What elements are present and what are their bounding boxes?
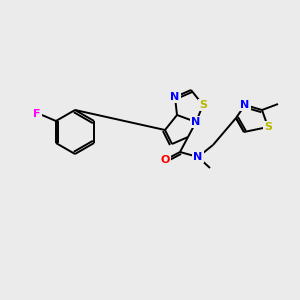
- Text: S: S: [199, 100, 207, 110]
- Text: O: O: [160, 155, 170, 165]
- Text: N: N: [191, 117, 201, 127]
- Text: N: N: [240, 100, 250, 110]
- Text: F: F: [33, 109, 41, 119]
- Text: N: N: [170, 92, 180, 102]
- Text: S: S: [264, 122, 272, 132]
- Text: N: N: [194, 152, 202, 162]
